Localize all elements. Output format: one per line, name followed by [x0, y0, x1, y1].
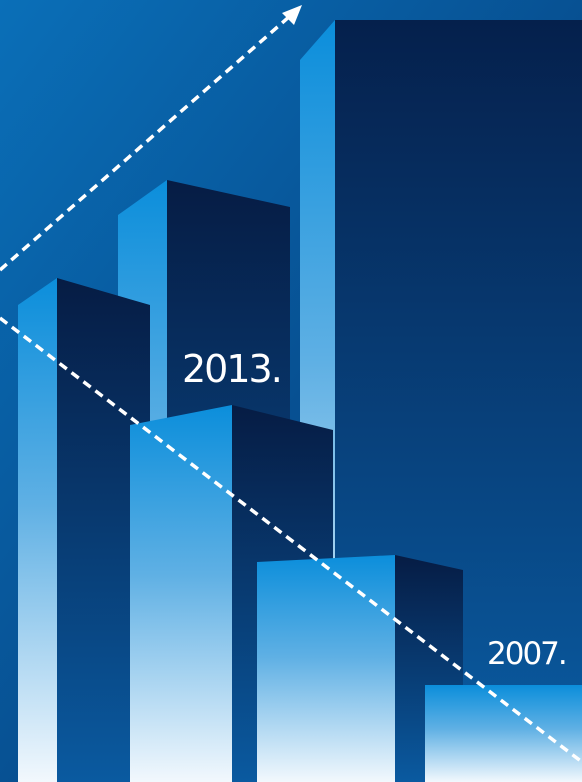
bar-front — [57, 278, 150, 782]
trend-line — [0, 316, 582, 764]
bar-front — [425, 685, 582, 782]
bar-front — [257, 555, 395, 782]
arrowhead — [282, 5, 302, 25]
bar-side — [18, 278, 57, 782]
trend-line — [0, 14, 292, 272]
year-label: 2007. — [487, 636, 566, 672]
bar-front — [130, 405, 232, 782]
year-label: 2013. — [182, 347, 281, 391]
